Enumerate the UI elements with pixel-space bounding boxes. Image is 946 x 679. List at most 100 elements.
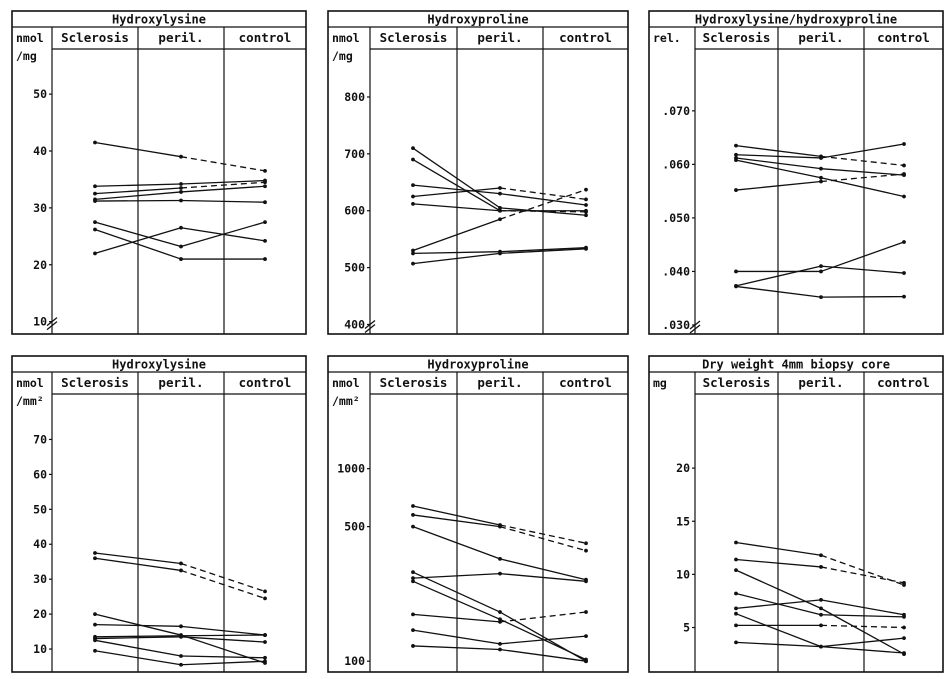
series-segment [735,159,822,179]
series-segment [412,505,501,526]
series-segment [94,227,182,254]
data-point [498,524,502,529]
data-point [179,190,183,194]
data-point [498,186,502,190]
panel-frame [648,10,944,335]
chart-title: Dry weight 4mm biopsy core [702,358,890,372]
series-3 [411,183,588,207]
series-segment [94,199,182,202]
data-point [498,571,502,576]
y-tick-label: 30 [33,572,47,586]
panel-frame [11,355,307,673]
axis-break-mark [364,319,376,333]
panel-frame [327,355,629,673]
data-point [263,184,267,189]
series-4 [734,158,906,199]
category-header-3: control [239,375,292,390]
series-segment [180,562,266,593]
unit-label-2: /mm² [16,394,44,408]
data-point [819,612,823,617]
data-point [734,557,738,562]
series-segment [180,227,266,242]
data-point [179,662,183,667]
axis-break-mark [689,320,701,334]
series-segment [412,629,501,645]
data-point [734,269,738,274]
series-2 [411,157,588,213]
series-segment [412,203,501,212]
series-6 [93,220,267,249]
series-segment [94,623,182,627]
data-point [498,619,502,624]
panel-frame [648,355,944,673]
chart-panel-5: Hydroxyproline Sclerosis peril. control nmol… [327,355,629,673]
series-segment [735,599,822,610]
series-segment [820,155,905,167]
y-tick-label: .030 [662,318,690,332]
y-tick-label: 20 [33,607,47,621]
data-point [411,183,415,188]
data-point [902,580,906,585]
series-segment [94,183,182,187]
category-header-1: Sclerosis [380,30,448,45]
series-segment [499,524,587,544]
category-header-3: control [877,30,930,45]
category-header-2: peril. [477,375,522,390]
data-point [179,186,183,190]
series-segment [180,185,266,193]
data-point [734,540,738,545]
data-point [734,591,738,596]
data-point [819,156,823,160]
data-point [411,576,415,581]
data-point [263,238,267,243]
data-point [498,208,502,213]
data-point [498,191,502,196]
data-point [498,556,502,561]
series-segment [180,636,266,643]
data-point [734,158,738,163]
unit-label-1: nmol [16,31,44,45]
series-5 [411,201,588,214]
data-point [411,248,415,253]
data-point [819,606,823,611]
series-segment [820,637,905,648]
data-point [902,163,906,168]
category-header-2: peril. [798,30,843,45]
data-point [411,261,415,266]
series-6 [734,240,906,274]
series-segment [499,187,587,200]
data-point [411,612,415,617]
series-segment [180,655,266,659]
series-segment [94,191,182,200]
series-segment [735,157,822,170]
series-segment [735,541,822,556]
unit-label-2: /mg [16,49,37,63]
y-tick-label: 10 [33,315,47,329]
data-point [902,294,906,299]
series-segment [499,572,587,582]
series-segment [412,147,501,209]
category-header-2: peril. [477,30,522,45]
data-point [819,295,823,300]
data-point [411,628,415,633]
series-7 [93,227,267,261]
series-segment [180,634,266,637]
category-header-1: Sclerosis [61,375,129,390]
data-point [584,246,588,251]
data-point [411,251,415,256]
series-segment [735,145,822,157]
data-point [819,644,823,649]
chart-panel-4: Hydroxylysine Sclerosis peril. control nmol /… [11,355,307,673]
data-point [93,184,97,189]
series-2 [734,557,906,585]
data-point [93,199,97,203]
series-segment [820,143,905,159]
data-point [584,548,588,553]
y-tick-label: 100 [344,654,365,668]
data-point [93,191,97,196]
data-point [819,179,823,184]
data-point [819,269,823,274]
unit-label-2: /mg [332,49,353,63]
series-8 [93,648,267,667]
series-segment [820,168,905,176]
